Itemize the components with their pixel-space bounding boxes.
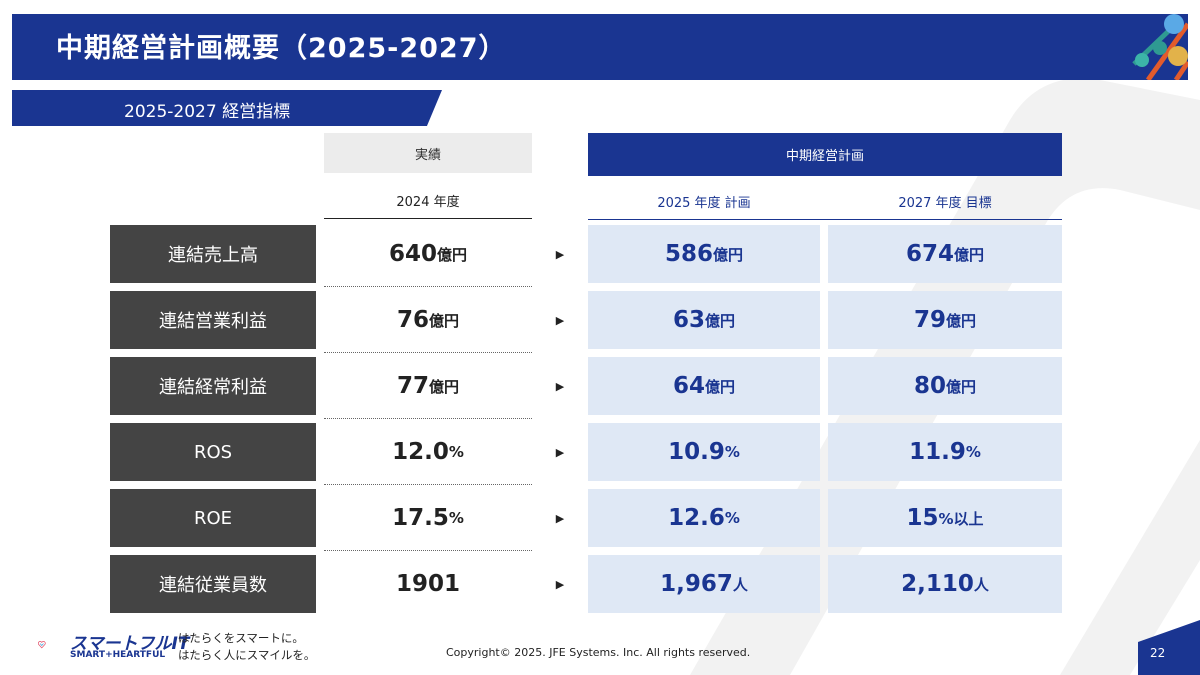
actual-value: 12.0% xyxy=(392,439,464,465)
plan-2025-header: 2025 年度 計画 xyxy=(657,195,751,211)
plan-column-header: 中期経営計画 xyxy=(588,133,1062,176)
page-title: 中期経営計画概要（2025-2027） xyxy=(56,33,507,64)
brand-logo-subtext: SMART+HEARTFUL xyxy=(70,650,166,660)
arrow-icon: ▶ xyxy=(555,511,565,525)
section-title: 2025-2027 経営指標 xyxy=(124,102,291,122)
copyright-text: Copyright© 2025. JFE Systems. Inc. All r… xyxy=(446,646,751,659)
row-label: ROS xyxy=(110,423,316,481)
target-2027-value: 79 億円 xyxy=(828,291,1062,349)
arrow-icon: ▶ xyxy=(555,577,565,591)
actual-value: 17.5% xyxy=(392,505,464,531)
row-label: 連結経常利益 xyxy=(110,357,316,415)
target-2027-value: 11.9% xyxy=(828,423,1062,481)
actual-value: 640 億円 xyxy=(388,241,468,267)
row-label: 連結営業利益 xyxy=(110,291,316,349)
plan-2025-value: 63 億円 xyxy=(588,291,820,349)
target-2027-header: 2027 年度 目標 xyxy=(898,195,992,211)
tagline: はたらくをスマートに。 はたらく人にスマイルを。 xyxy=(178,630,315,664)
tagline-line-1: はたらくをスマートに。 xyxy=(178,631,304,645)
plan-2025-value: 1,967 人 xyxy=(588,555,820,613)
arrow-icon: ▶ xyxy=(555,445,565,459)
title-bar: 中期経営計画概要（2025-2027） xyxy=(12,14,1188,80)
plan-2025-value: 64 億円 xyxy=(588,357,820,415)
actual-value: 76 億円 xyxy=(396,307,460,333)
arrow-icon: ▶ xyxy=(555,379,565,393)
actual-value: 1901 xyxy=(395,571,460,597)
row-divider xyxy=(324,418,532,419)
tagline-line-2: はたらく人にスマイルを。 xyxy=(178,648,316,662)
actual-column-header: 実績 xyxy=(324,133,532,173)
brand-logo-text: スマートフルIT xyxy=(70,634,190,654)
colored-dots-logo-decoration xyxy=(1132,14,1188,80)
target-2027-value: 80 億円 xyxy=(828,357,1062,415)
section-header: 2025-2027 経営指標 xyxy=(12,90,442,126)
actual-year-header: 2024 年度 xyxy=(324,183,532,219)
plan-2025-value: 10.9% xyxy=(588,423,820,481)
plan-header-underline xyxy=(588,219,1062,220)
plan-2025-value: 12.6% xyxy=(588,489,820,547)
page-number: 22 xyxy=(1150,646,1166,660)
target-2027-value: 2,110 人 xyxy=(828,555,1062,613)
row-divider xyxy=(324,352,532,353)
target-2027-value: 674 億円 xyxy=(828,225,1062,283)
target-2027-value: 15 %以上 xyxy=(828,489,1062,547)
actual-value: 77 億円 xyxy=(396,373,460,399)
row-label: 連結従業員数 xyxy=(110,555,316,613)
heart-logo-icon xyxy=(38,641,46,649)
arrow-icon: ▶ xyxy=(555,247,565,261)
plan-2025-value: 586 億円 xyxy=(588,225,820,283)
row-divider xyxy=(324,286,532,287)
row-label: ROE xyxy=(110,489,316,547)
row-divider xyxy=(324,550,532,551)
arrow-icon: ▶ xyxy=(555,313,565,327)
row-divider xyxy=(324,484,532,485)
row-label: 連結売上高 xyxy=(110,225,316,283)
